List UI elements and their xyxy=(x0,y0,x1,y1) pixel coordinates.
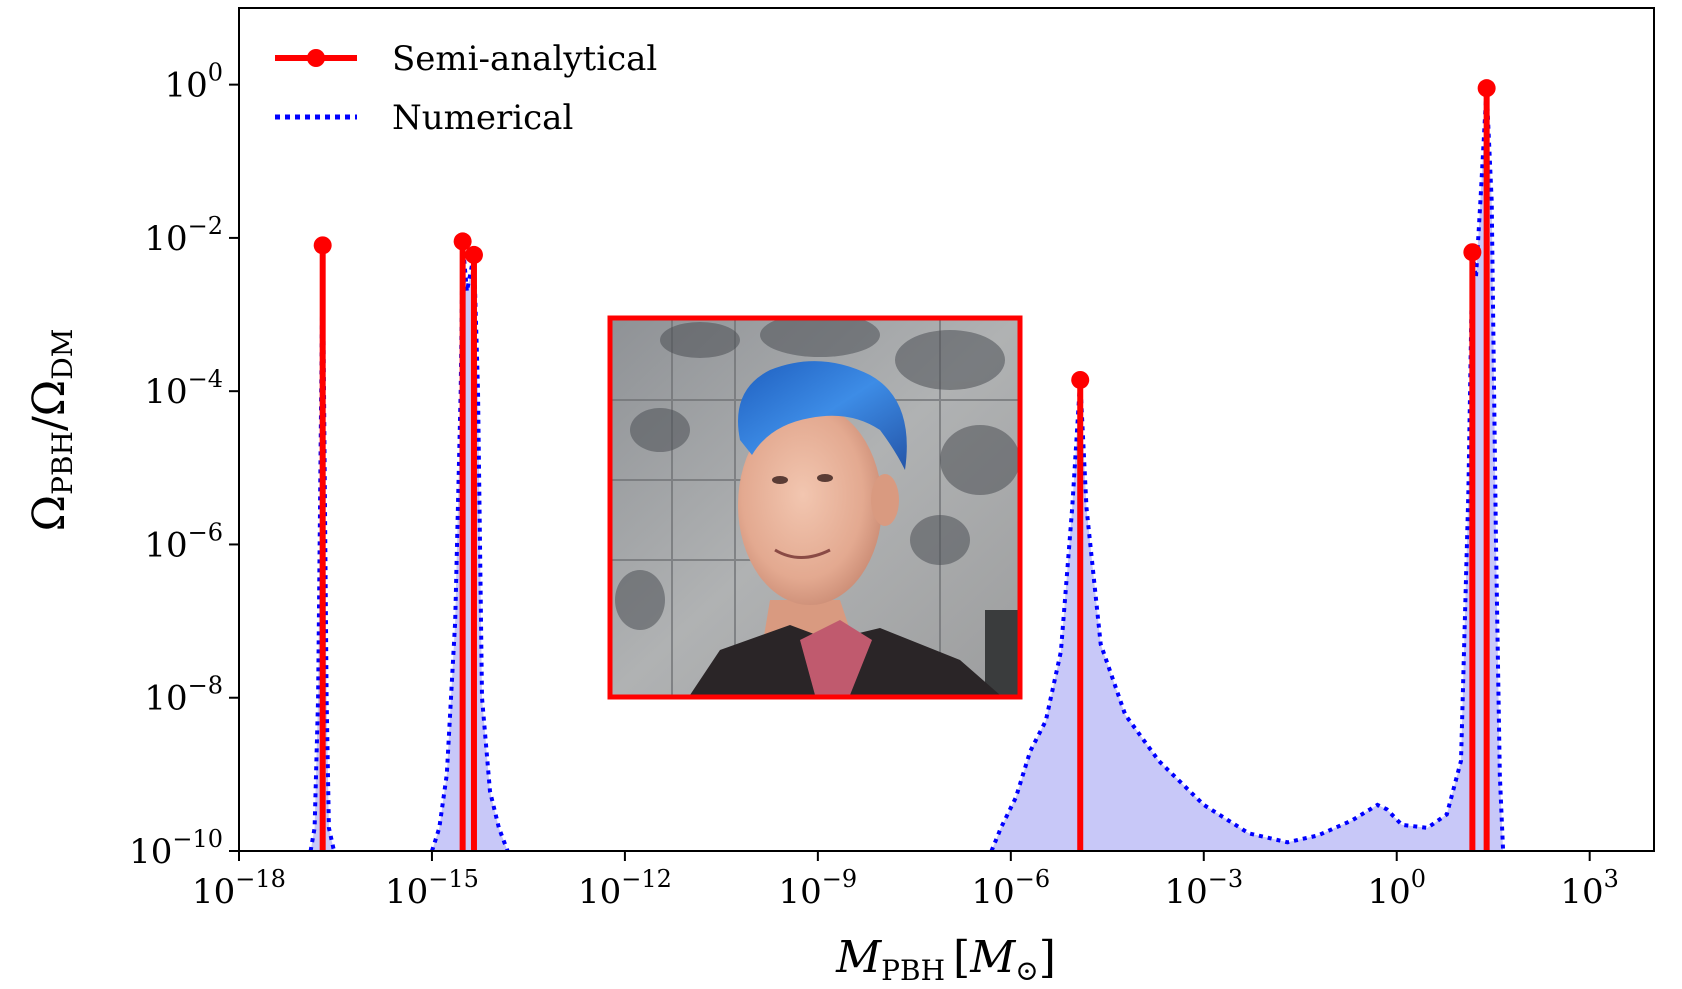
numerical-line xyxy=(430,241,510,851)
x-tick-label: 10−15 xyxy=(385,865,479,912)
plot-frame xyxy=(238,7,1655,852)
numerical-fill xyxy=(991,88,1504,851)
legend-label-numerical: Numerical xyxy=(392,98,573,138)
semi-analytical-marker xyxy=(1463,243,1482,262)
x-tick-label: 10−18 xyxy=(192,865,286,912)
y-tick-label: 10−4 xyxy=(144,365,223,412)
numerical-line xyxy=(989,87,1506,851)
x-tick-label: 103 xyxy=(1560,865,1619,912)
y-tick-label: 10−10 xyxy=(129,825,223,872)
legend-label-semi-analytical: Semi-analytical xyxy=(392,39,657,79)
y-tick-label: 100 xyxy=(164,59,223,106)
y-axis-title: ΩPBH/ΩDM xyxy=(24,329,79,532)
inset-photo xyxy=(607,315,1023,700)
semi-analytical-series xyxy=(313,79,1496,851)
x-tick-label: 10−12 xyxy=(578,865,672,912)
x-axis: 10−18 10−15 10−12 10−9 10−6 10−3 100 103 xyxy=(192,851,1619,912)
semi-analytical-marker xyxy=(453,232,472,251)
numerical-fill xyxy=(432,241,508,851)
y-axis: 100 10−2 10−4 10−6 10−8 10−10 xyxy=(129,59,239,872)
semi-analytical-marker xyxy=(464,245,483,264)
legend-entry-semi-analytical: Semi-analytical xyxy=(275,39,657,79)
y-tick-label: 10−6 xyxy=(144,518,223,565)
y-tick-label: 10−2 xyxy=(144,212,223,259)
semi-analytical-marker xyxy=(313,236,332,255)
x-tick-label: 10−9 xyxy=(779,865,858,912)
x-tick-label: 10−6 xyxy=(971,865,1050,912)
semi-analytical-marker xyxy=(1477,79,1496,98)
plot-area xyxy=(308,79,1506,851)
legend-entry-numerical: Numerical xyxy=(275,98,573,138)
x-axis-title: MPBH [M⊙] xyxy=(835,932,1056,987)
y-tick-label: 10−8 xyxy=(144,672,223,719)
x-tick-label: 10−3 xyxy=(1164,865,1243,912)
x-tick-label: 100 xyxy=(1367,865,1426,912)
legend: Semi-analytical Numerical xyxy=(275,39,657,138)
semi-analytical-marker xyxy=(1071,370,1090,389)
